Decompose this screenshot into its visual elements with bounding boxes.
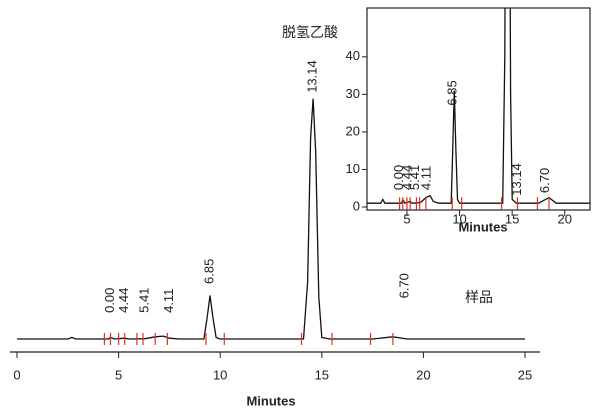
peak-label: 6.70 xyxy=(397,273,412,298)
x-tick-label: 15 xyxy=(505,211,519,226)
peak-label: 13.14 xyxy=(509,163,524,196)
peak-label: 13.14 xyxy=(304,60,319,93)
x-tick-label: 5 xyxy=(403,211,410,226)
peak-label: 0.00 xyxy=(102,288,117,313)
y-tick-label: 20 xyxy=(346,123,360,138)
inset-frame xyxy=(366,7,591,211)
peak-label: 4.44 xyxy=(116,288,131,313)
x-tick-label: 0 xyxy=(13,367,20,382)
peak-label: 5.41 xyxy=(136,288,151,313)
x-tick-label: 15 xyxy=(315,367,329,382)
trace xyxy=(367,8,590,204)
x-tick-label: 20 xyxy=(558,211,572,226)
x-tick-label: 10 xyxy=(452,211,466,226)
trace xyxy=(17,98,525,340)
x-tick-label: 5 xyxy=(115,367,122,382)
x-tick-label: 20 xyxy=(416,367,430,382)
peak-label: 4.11 xyxy=(418,166,433,190)
peak-label: 6.85 xyxy=(445,80,460,105)
peak-label: 0.00 xyxy=(391,165,406,190)
x-axis-label: Minutes xyxy=(246,393,295,408)
peak-label: 6.85 xyxy=(201,259,216,284)
compound-label: 脱氢乙酸 xyxy=(282,25,338,41)
y-tick-label: 30 xyxy=(346,86,360,101)
y-tick-label: 10 xyxy=(346,161,360,176)
x-tick-label: 25 xyxy=(518,367,532,382)
inset-x-axis-label: Minutes xyxy=(458,219,507,234)
sample-label: 样品 xyxy=(465,290,493,306)
peak-label: 6.70 xyxy=(537,168,552,193)
x-tick-label: 10 xyxy=(213,367,227,382)
peak-label: 4.11 xyxy=(161,289,176,313)
y-tick-label: 40 xyxy=(346,48,360,63)
peak-label: 4.44 xyxy=(399,165,414,190)
peak-label: 5.41 xyxy=(407,165,422,190)
y-tick-label: 0 xyxy=(353,198,360,213)
